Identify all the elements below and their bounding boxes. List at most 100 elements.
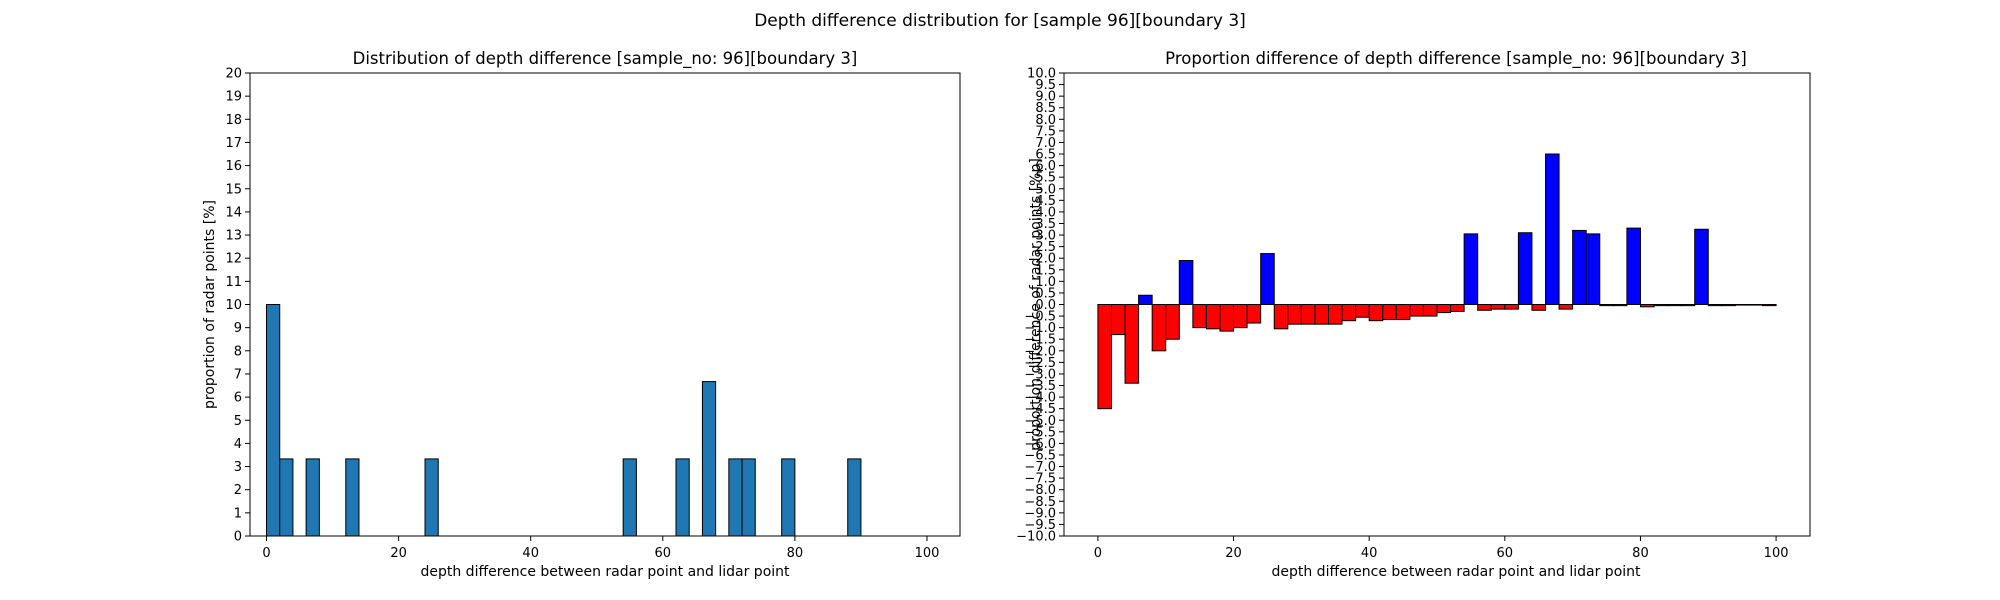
right-chart-bar xyxy=(1707,304,1723,307)
right-chart-bar xyxy=(1233,304,1248,329)
right-chart-bar xyxy=(1762,304,1777,307)
right-chart-y-tick-label: −9.0 xyxy=(1024,506,1056,521)
right-chart-y-tick-label: 7.5 xyxy=(1035,124,1056,139)
right-chart-y-tick-label: 8.5 xyxy=(1035,101,1056,116)
right-chart-bar xyxy=(1097,304,1112,410)
right-chart-bar xyxy=(1450,304,1465,312)
right-chart-bars xyxy=(1097,153,1777,410)
right-chart-y-tick-label: 0.0 xyxy=(1035,298,1056,313)
right-chart-y-tick-label: −8.0 xyxy=(1024,483,1056,498)
right-chart-y-tick-label: 10.0 xyxy=(1027,67,1056,82)
left-chart-y-tick-label: 13 xyxy=(225,229,242,244)
left-chart-bar xyxy=(781,458,796,537)
right-chart-x-tick-label: 80 xyxy=(1632,546,1649,561)
right-chart-y-tick-label: 2.5 xyxy=(1035,240,1056,255)
right-chart-bar xyxy=(1463,233,1479,305)
right-chart-y-tick-label: −2.0 xyxy=(1024,344,1056,359)
right-chart-y-tick-label: −7.5 xyxy=(1024,472,1056,487)
left-chart-y-tick-label: 3 xyxy=(234,460,242,475)
right-chart-y-tick-label: −5.5 xyxy=(1024,425,1056,440)
right-chart-y-tick-label: 4.0 xyxy=(1035,205,1056,220)
right-chart-bar xyxy=(1477,304,1492,311)
right-chart-y-tick-label: 3.0 xyxy=(1035,229,1056,244)
left-chart-y-tick-label: 11 xyxy=(225,275,242,290)
figure-suptitle: Depth difference distribution for [sampl… xyxy=(754,11,1246,31)
right-chart-x-tick-label: 40 xyxy=(1361,546,1378,561)
left-chart-bar xyxy=(622,458,637,537)
right-chart-y-tick-label: −7.0 xyxy=(1024,460,1056,475)
left-chart-y-tick-label: 19 xyxy=(225,90,242,105)
right-chart-bar xyxy=(1192,304,1207,329)
left-chart-x-tick-label: 60 xyxy=(655,546,672,561)
right-chart-bar xyxy=(1246,304,1262,324)
right-chart-bar xyxy=(1653,304,1669,307)
left-chart-y-tick-label: 9 xyxy=(234,321,242,336)
right-chart-y-ticks: −10.0−9.5−9.0−8.5−8.0−7.5−7.0−6.5−6.0−5.… xyxy=(1016,67,1064,545)
right-chart-y-tick-label: 5.0 xyxy=(1035,182,1056,197)
right-chart-x-axis-label: depth difference between radar point and… xyxy=(1271,564,1641,580)
right-chart-y-tick-label: −1.5 xyxy=(1024,333,1056,348)
right-chart-y-tick-label: 8.0 xyxy=(1035,113,1056,128)
right-chart-bar xyxy=(1124,304,1140,384)
right-chart-bar xyxy=(1436,304,1452,314)
right-chart-x-tick-label: 100 xyxy=(1764,546,1789,561)
right-chart-x-ticks: 0 20 40 60 80 100 xyxy=(1094,536,1789,561)
left-chart-x-tick-label: 0 xyxy=(262,546,270,561)
right-chart-y-tick-label: 4.5 xyxy=(1035,194,1056,209)
right-chart-bar xyxy=(1314,304,1329,325)
left-chart-y-tick-label: 10 xyxy=(225,298,242,313)
left-chart-bar xyxy=(728,458,743,537)
left-chart-x-tick-label: 80 xyxy=(787,546,804,561)
right-chart-x-tick-label: 0 xyxy=(1094,546,1102,561)
right-chart-bar xyxy=(1680,304,1696,307)
right-chart-bar xyxy=(1748,304,1764,306)
right-chart-bar xyxy=(1545,153,1560,305)
right-chart-y-axis-label: proportion difference of radar points [%… xyxy=(1028,158,1044,451)
left-chart-bar xyxy=(279,458,294,537)
right-chart-y-tick-label: 9.0 xyxy=(1035,90,1056,105)
right-chart-y-tick-label: 1.5 xyxy=(1035,263,1056,278)
right-chart-x-tick-label: 60 xyxy=(1497,546,1514,561)
left-chart-x-ticks: 0 20 40 60 80 100 xyxy=(262,536,939,561)
right-chart-bar xyxy=(1734,304,1750,306)
right-chart-bar xyxy=(1178,260,1194,306)
right-chart-bar xyxy=(1585,233,1601,305)
left-chart-bars xyxy=(266,304,862,537)
left-chart-bar xyxy=(305,458,320,537)
left-chart-panel: Distribution of depth difference [sample… xyxy=(202,49,961,580)
right-chart-y-tick-label: −8.5 xyxy=(1024,495,1056,510)
right-chart-bar xyxy=(1300,304,1316,325)
left-chart-y-tick-label: 0 xyxy=(234,530,242,545)
left-chart-bar xyxy=(424,458,439,537)
right-chart-bar xyxy=(1273,304,1289,330)
right-chart-bar xyxy=(1721,304,1736,307)
left-chart-y-tick-label: 14 xyxy=(225,205,242,220)
right-chart-y-tick-label: −9.5 xyxy=(1024,518,1056,533)
right-chart-y-tick-label: −4.0 xyxy=(1024,391,1056,406)
right-chart-y-tick-label: 7.0 xyxy=(1035,136,1056,151)
right-chart-bar xyxy=(1341,304,1357,322)
left-chart-y-axis-label: proportion of radar points [%] xyxy=(202,200,218,409)
right-chart-y-tick-label: 1.0 xyxy=(1035,275,1056,290)
right-chart-y-tick-label: −4.5 xyxy=(1024,402,1056,417)
right-chart-bar xyxy=(1219,304,1235,332)
right-chart-bar xyxy=(1422,304,1438,317)
left-chart-x-tick-label: 40 xyxy=(522,546,539,561)
right-chart-bar xyxy=(1260,253,1275,306)
right-chart-bar xyxy=(1639,304,1655,308)
right-chart-bar xyxy=(1626,227,1641,305)
left-chart-bar xyxy=(675,458,690,537)
left-chart-y-tick-label: 8 xyxy=(234,344,242,359)
right-chart-y-tick-label: −3.5 xyxy=(1024,379,1056,394)
left-chart-y-tick-label: 18 xyxy=(225,113,242,128)
right-chart-x-tick-label: 20 xyxy=(1225,546,1242,561)
right-chart-bar xyxy=(1327,304,1343,325)
right-chart-y-tick-label: 2.0 xyxy=(1035,252,1056,267)
right-chart-y-tick-label: −3.0 xyxy=(1024,367,1056,382)
left-chart-y-tick-label: 16 xyxy=(225,159,242,174)
right-chart-bar xyxy=(1572,229,1587,305)
left-chart-bar xyxy=(847,458,862,537)
right-chart-bar xyxy=(1382,304,1397,321)
